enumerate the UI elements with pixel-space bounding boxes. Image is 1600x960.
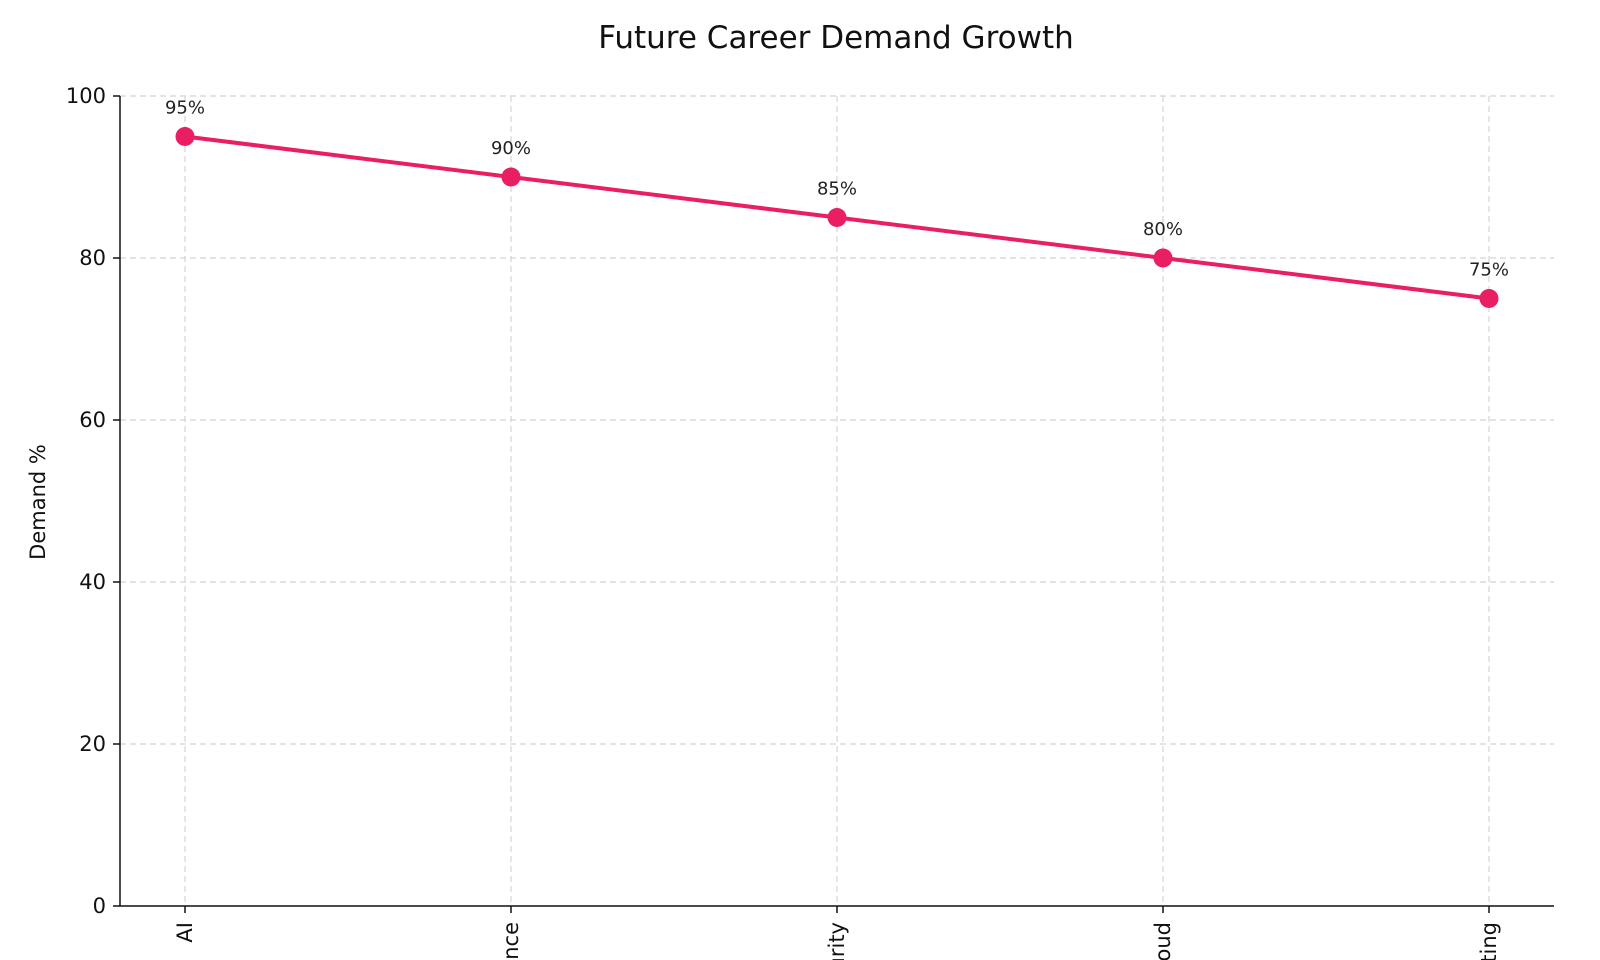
- y-tick-label: 20: [79, 732, 106, 756]
- y-tick-label: 100: [66, 84, 106, 108]
- y-tick-label: 0: [93, 894, 106, 918]
- axes-layer: 0 20 40 60 80 100 AI ence urity oud ting: [66, 84, 1554, 960]
- x-tick-label: urity: [825, 922, 849, 960]
- series-layer: [175, 127, 1499, 308]
- data-label: 85%: [817, 179, 857, 200]
- y-tick-label: 80: [79, 246, 106, 270]
- labels-layer: 95% 90% 85% 80% 75%: [165, 98, 1509, 281]
- data-label: 95%: [165, 98, 205, 119]
- x-tick-label: oud: [1151, 922, 1175, 960]
- y-axis-label: Demand %: [26, 444, 50, 560]
- data-point: [827, 208, 847, 227]
- data-point: [175, 127, 195, 146]
- data-label: 80%: [1143, 219, 1183, 240]
- data-point: [1153, 248, 1173, 268]
- y-tick-label: 40: [79, 570, 106, 594]
- data-point: [1479, 289, 1499, 308]
- y-tick-label: 60: [79, 408, 106, 432]
- grid-layer: [120, 95, 1554, 906]
- data-point: [501, 167, 521, 187]
- x-tick-label: AI: [173, 922, 197, 943]
- chart-title: Future Career Demand Growth: [598, 20, 1074, 56]
- data-label: 75%: [1469, 260, 1509, 281]
- x-tick-label: ting: [1477, 922, 1501, 960]
- x-tick-label: ence: [499, 922, 523, 960]
- data-label: 90%: [491, 138, 531, 159]
